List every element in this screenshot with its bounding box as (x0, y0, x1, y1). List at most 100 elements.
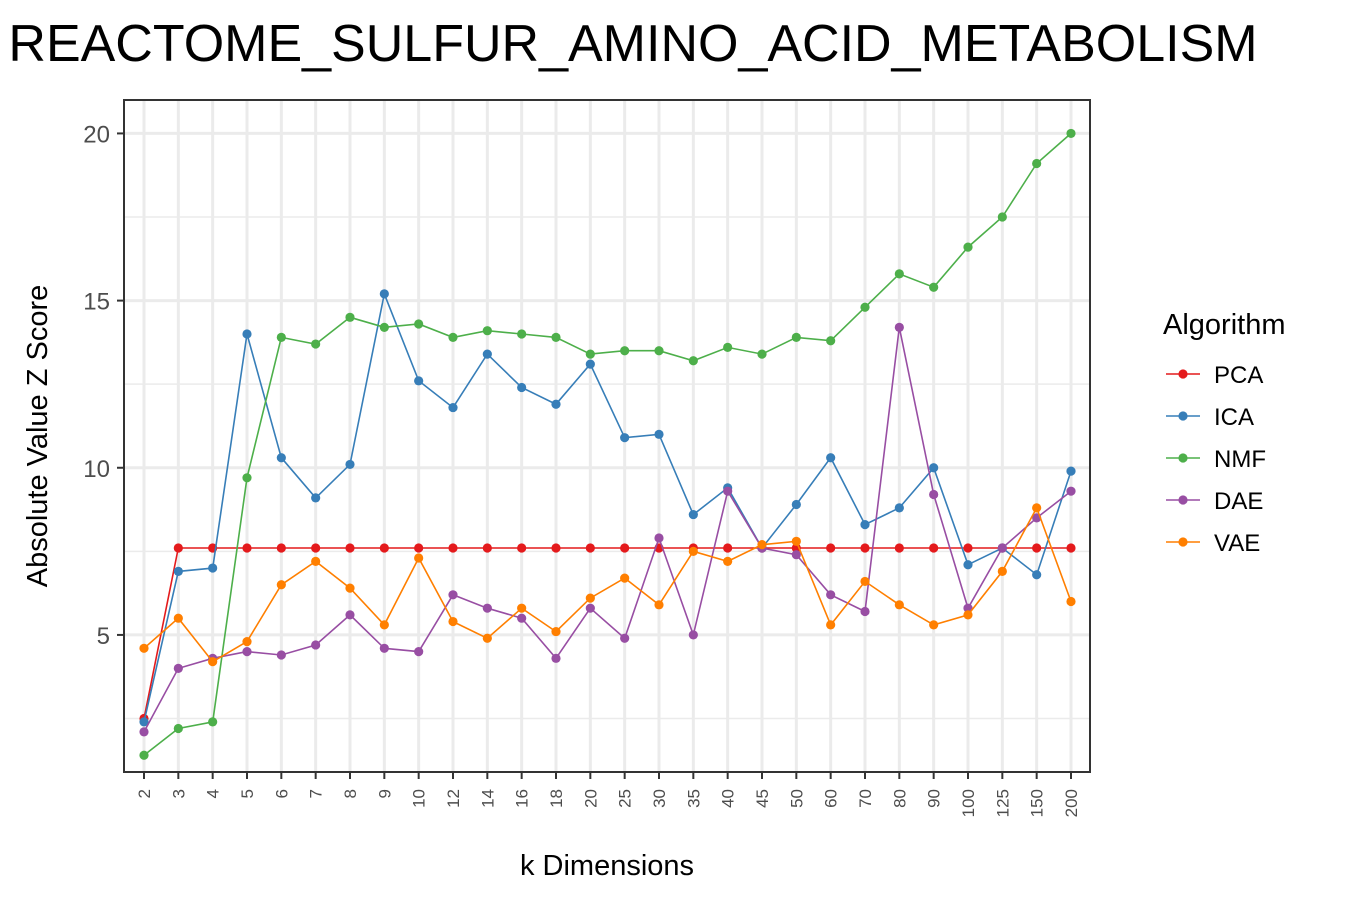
data-point-ica (1032, 570, 1042, 580)
data-point-dae (826, 590, 836, 600)
data-point-vae (585, 593, 595, 603)
data-point-ica (517, 382, 527, 393)
data-point-dae (173, 663, 183, 673)
data-point-pca (860, 543, 870, 553)
series-ica (139, 289, 1076, 727)
x-tick-label: 70 (856, 789, 875, 808)
data-point-pca (1066, 543, 1076, 553)
data-point-dae (894, 322, 904, 332)
data-point-vae (1032, 503, 1042, 513)
x-tick-label: 30 (650, 789, 669, 808)
x-tick-label: 50 (787, 789, 806, 808)
legend-key-point-pca (1178, 369, 1188, 379)
y-tick-label: 15 (83, 289, 110, 316)
legend-key-point-ica (1178, 411, 1188, 421)
x-tick-label: 60 (822, 789, 841, 808)
data-point-nmf (826, 336, 836, 346)
legend-label-ica: ICA (1214, 404, 1254, 431)
data-point-ica (1066, 466, 1076, 476)
legend-title: Algorithm (1163, 309, 1286, 341)
data-point-dae (860, 606, 870, 617)
data-point-pca (414, 543, 424, 553)
data-point-nmf (620, 346, 630, 356)
data-point-nmf (860, 302, 870, 312)
data-point-ica (688, 509, 698, 520)
x-axis-label: k Dimensions (520, 850, 694, 882)
data-point-nmf (963, 242, 973, 252)
data-point-dae (379, 643, 389, 653)
data-point-dae (276, 650, 286, 660)
data-point-pca (585, 543, 595, 553)
data-point-dae (448, 590, 458, 600)
grid (124, 100, 1090, 772)
data-point-nmf (688, 356, 698, 366)
data-point-ica (963, 560, 973, 570)
x-tick-label: 14 (478, 789, 497, 808)
data-point-vae (860, 576, 870, 587)
data-point-vae (791, 536, 801, 546)
data-point-pca (826, 543, 836, 553)
y-tick-label: 20 (83, 121, 110, 148)
data-point-vae (242, 637, 252, 647)
x-tick-label: 10 (410, 789, 429, 808)
data-point-nmf (311, 339, 321, 349)
data-point-ica (482, 349, 492, 359)
data-point-dae (791, 550, 801, 560)
data-point-pca (448, 543, 458, 553)
plot-panel-border (123, 99, 1091, 773)
x-tick-label: 5 (238, 789, 257, 798)
data-point-pca (1032, 543, 1042, 553)
legend-label-vae: VAE (1214, 530, 1260, 557)
data-point-ica (860, 519, 870, 530)
data-point-vae (276, 580, 286, 590)
series-pca (139, 543, 1076, 724)
data-point-nmf (173, 723, 183, 734)
legend-label-nmf: NMF (1214, 446, 1266, 473)
data-point-nmf (757, 349, 767, 359)
series-line-dae (143, 327, 1072, 733)
data-point-dae (551, 653, 561, 663)
legend-key-point-vae (1178, 537, 1188, 547)
data-point-vae (448, 616, 458, 627)
x-tick-label: 40 (719, 789, 738, 808)
data-point-pca (276, 543, 286, 553)
data-point-nmf (654, 346, 664, 356)
data-point-vae (723, 556, 733, 566)
series-layer (139, 128, 1076, 760)
data-point-dae (654, 533, 664, 543)
data-point-pca (894, 543, 904, 553)
x-tick-label: 6 (272, 789, 291, 798)
data-point-pca (242, 543, 252, 553)
x-tick-label: 18 (547, 789, 566, 808)
data-point-nmf (345, 312, 355, 322)
x-tick-label: 2 (135, 789, 154, 798)
x-tick-label: 16 (513, 789, 532, 808)
data-point-nmf (379, 322, 389, 332)
series-line-vae (143, 505, 1072, 663)
data-point-ica (139, 717, 149, 727)
y-tick-label: 5 (97, 623, 110, 650)
data-point-ica (551, 399, 561, 409)
data-point-ica (379, 289, 389, 299)
data-point-ica (791, 499, 801, 510)
data-point-dae (929, 489, 939, 500)
data-point-nmf (414, 319, 424, 329)
x-tick-label: 25 (616, 789, 635, 808)
data-point-dae (414, 647, 424, 657)
data-point-vae (345, 583, 355, 593)
data-point-nmf (242, 473, 252, 483)
x-tick-label: 7 (307, 789, 326, 798)
data-point-vae (826, 620, 836, 630)
y-axis-label: Absolute Value Z Score (22, 285, 54, 588)
data-point-nmf (208, 717, 218, 727)
data-point-vae (688, 546, 698, 556)
data-point-vae (654, 600, 664, 610)
data-point-ica (585, 359, 595, 369)
data-point-ica (276, 453, 286, 463)
data-point-nmf (1032, 158, 1042, 169)
legend-label-dae: DAE (1214, 488, 1263, 515)
series-line-ica (143, 291, 1072, 723)
legend-key-point-dae (1178, 495, 1188, 505)
